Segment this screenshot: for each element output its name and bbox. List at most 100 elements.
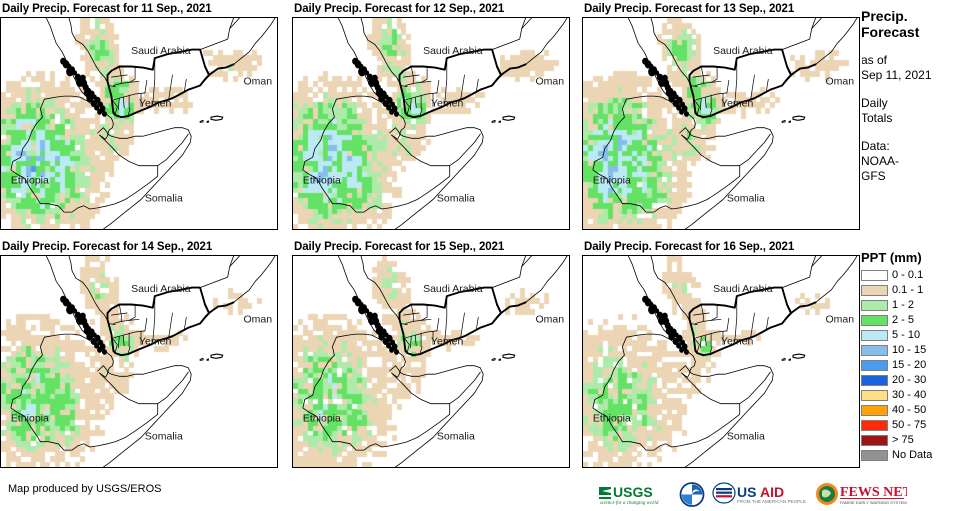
forecast-panel-grid: Daily Precip. Forecast for 11 Sep., 2021… [0,3,860,468]
legend-rows: 0 - 0.1 0.1 - 1 1 - 2 2 - 5 5 - 10 10 - 15 15 … [861,268,967,463]
border-governorate-8 [404,337,410,353]
red-sea-islet-17 [378,332,386,341]
border-governorate-3 [112,92,146,101]
border-governorate-4 [699,97,702,111]
border-governorate-11 [460,74,465,101]
islet-west-1 [491,119,496,123]
border-ethiopia-sudan [10,98,45,205]
svg-text:FAMINE EARLY WARNING SYSTEMS N: FAMINE EARLY WARNING SYSTEMS NETWORK [840,500,907,505]
svg-text:FEWS NET: FEWS NET [840,485,907,500]
island-socotra [502,115,516,121]
map-label-somalia: Somalia [437,193,475,205]
border-ethiopia-somalia [332,372,451,451]
coastline-africa [627,18,774,229]
sidebar-title-line2: Forecast [861,24,920,40]
red-sea-islet-21 [102,349,107,355]
border-governorate-0 [405,80,432,86]
coastline-africa [337,256,484,467]
border-governorate-15 [419,108,423,116]
border-oman-north [199,18,234,50]
legend-swatch [861,390,888,401]
map-label-ethiopia: Ethiopia [11,413,49,425]
legend-row: 1 - 2 [861,298,967,313]
border-oman-national [496,63,527,76]
red-sea-islet-22 [665,327,672,335]
legend-row: 2 - 5 [861,313,967,328]
coastline-africa [45,18,192,229]
red-sea-islet-23 [94,342,100,349]
border-governorate-3 [404,330,438,339]
border-governorate-13 [693,312,710,316]
border-ethiopia-sudan [302,98,337,205]
border-governorate-12 [183,78,187,93]
border-governorate-8 [694,99,700,115]
noaa-logo [679,481,705,507]
svg-text:USGS: USGS [613,484,653,500]
border-oman-national [204,301,235,314]
border-governorate-15 [419,346,423,354]
border-governorate-7 [734,57,738,104]
precipitation-raster [583,18,859,229]
legend-label: 20 - 30 [892,374,927,386]
border-ethiopia-sudan [592,98,627,205]
legend-row: 10 - 15 [861,343,967,358]
sidebar-title: Precip. Forecast [861,8,967,40]
border-governorate-12 [183,316,187,331]
border-governorate-14 [436,79,440,94]
border-governorate-2 [710,305,718,321]
red-sea-islet-18 [382,338,389,345]
border-governorate-0 [405,318,432,324]
border-governorate-8 [112,99,118,115]
red-sea-islet-15 [661,74,668,82]
red-sea-islet-15 [371,312,378,320]
map-label-oman: Oman [244,76,273,88]
map-frame: Saudi Arabia Oman Yemen Ethiopia Somalia [582,255,860,468]
border-governorate-2 [420,305,428,321]
red-sea-islet-21 [394,111,399,117]
precipitation-raster [583,256,859,467]
red-sea-islet-23 [386,342,392,349]
map-label-yemen: Yemen [431,336,463,348]
legend-swatch [861,360,888,371]
legend-row: 50 - 75 [861,418,967,433]
svg-text:FROM THE AMERICAN PEOPLE: FROM THE AMERICAN PEOPLE [737,499,806,504]
map-label-somalia: Somalia [145,431,183,443]
island-socotra [792,115,806,121]
red-sea-islet-17 [668,332,676,341]
islet-west-2 [788,120,791,123]
border-ethiopia-djibouti [389,127,401,140]
border-ethiopia-djibouti [389,365,401,378]
border-somaliland [449,133,481,167]
svg-text:science for a changing world: science for a changing world [600,501,659,506]
border-governorate-12 [475,78,479,93]
red-sea-islet-22 [83,327,90,335]
map-label-ethiopia: Ethiopia [593,175,631,187]
forecast-panel: Daily Precip. Forecast for 15 Sep., 2021… [292,240,570,468]
border-governorate-13 [111,312,128,316]
sidebar-totals: Daily Totals [861,96,967,126]
border-oman-northeast [229,18,240,29]
red-sea-islet-18 [90,338,97,345]
border-oman-national [496,301,527,314]
border-governorate-15 [709,346,713,354]
border-governorate-3 [112,330,146,339]
border-governorate-7 [444,295,448,342]
border-governorate-4 [699,335,702,349]
border-somaliland [739,371,771,405]
red-sea-islet-16 [358,67,366,77]
red-sea-islet-16 [358,305,366,315]
border-governorate-10 [122,96,125,109]
map-vectors: Saudi Arabia Oman Yemen Ethiopia Somalia [302,256,568,467]
border-governorate-10 [414,96,417,109]
red-sea-islet-19 [389,109,395,115]
map-frame: Saudi Arabia Oman Yemen Ethiopia Somalia [582,17,860,230]
border-governorate-10 [704,334,707,347]
panel-title: Daily Precip. Forecast for 11 Sep., 2021 [2,3,212,15]
red-sea-islet-20 [642,57,649,65]
red-sea-islet-19 [679,109,685,115]
red-sea-islet-21 [684,349,689,355]
fewsnet-logo: FEWS NET FAMINE EARLY WARNING SYSTEMS NE… [815,481,907,507]
border-governorate-13 [403,312,420,316]
map-label-ethiopia: Ethiopia [593,413,631,425]
red-sea-islet-21 [394,349,399,355]
